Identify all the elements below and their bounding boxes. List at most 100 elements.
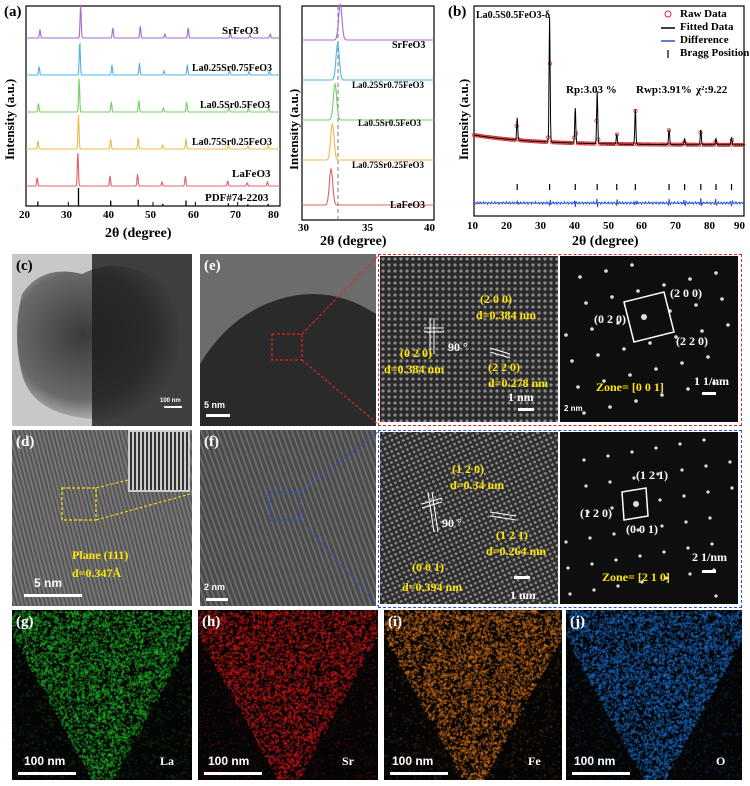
fft-spot bbox=[610, 506, 614, 510]
scale-bar bbox=[390, 772, 448, 775]
fft-spot bbox=[632, 476, 636, 480]
legend-la025: La0.25Sr0.75FeO3 bbox=[352, 80, 424, 90]
x-tick: 10 bbox=[467, 220, 478, 232]
plane-220-label: (2 2 0) bbox=[488, 360, 520, 374]
series-label: SrFeO3 bbox=[222, 25, 259, 37]
fft-spot bbox=[616, 584, 620, 588]
inset-fringe bbox=[134, 432, 136, 490]
panel-a-xrd: (a) Intensity (a.u.) 2θ (degree) 20 30 4… bbox=[0, 0, 290, 250]
fft-spot bbox=[636, 289, 640, 293]
fft-spot bbox=[604, 269, 608, 273]
fft-scale-bar bbox=[702, 392, 716, 395]
d-spacing-121: d=0.264 nm bbox=[486, 544, 547, 558]
fft-scale-label: 1 1/nm bbox=[694, 374, 730, 388]
fft-spot bbox=[726, 323, 730, 327]
panel-e-fft: (2 0 0) (0 2 0) (2 2 0) Zone= [0 0 1] 1 … bbox=[560, 256, 738, 422]
eds-map-fe bbox=[384, 610, 562, 780]
panel-i-eds-fe: (i) Fe 100 nm bbox=[384, 610, 562, 780]
fft-spot bbox=[710, 542, 714, 546]
xrd-series-line bbox=[26, 153, 280, 187]
inset-fringe bbox=[146, 432, 148, 490]
scale-label: 5 nm bbox=[34, 576, 63, 590]
legend-raw-marker bbox=[664, 10, 672, 18]
xrd-series-line bbox=[26, 42, 280, 76]
panel-label-g: (g) bbox=[16, 614, 34, 630]
legend-difference: Difference bbox=[680, 34, 729, 46]
element-label: O bbox=[716, 754, 726, 768]
tem-lattice-overview bbox=[200, 430, 376, 606]
plane-121-label: (1 2 1) bbox=[496, 528, 528, 542]
x-tick: 35 bbox=[362, 222, 373, 234]
scale-bar bbox=[204, 772, 262, 775]
legend-srfeo3: SrFeO3 bbox=[392, 40, 426, 51]
fft-spot-220: (2 2 0) bbox=[676, 334, 708, 348]
fft-spot bbox=[638, 554, 642, 558]
scale-bar bbox=[164, 406, 182, 408]
fft-spot bbox=[641, 314, 647, 320]
fft-spot bbox=[614, 558, 618, 562]
zone-axis: Zone= [2 1 0] bbox=[602, 570, 670, 584]
panel-j-eds-o: (j) O 100 nm bbox=[566, 610, 742, 780]
fft-spot bbox=[688, 572, 692, 576]
fft-spot bbox=[584, 484, 588, 488]
legend-srfeo3: SrFeO3 bbox=[222, 25, 259, 37]
element-label: La bbox=[160, 754, 175, 768]
fft-spot bbox=[730, 486, 734, 490]
legend-raw-data: Raw Data bbox=[680, 8, 727, 20]
xrd-plot-a bbox=[25, 4, 281, 207]
d-spacing-020: d=0.384 nm bbox=[384, 362, 445, 376]
fft-spot-020: (0 2 0) bbox=[594, 312, 626, 326]
fft-spot bbox=[712, 381, 716, 385]
scale-label: 100 nm bbox=[160, 398, 181, 404]
panel-b-rietveld: (b) La0.5S0.5FeO3-δ Intensity (a.u.) 2θ … bbox=[442, 0, 750, 250]
x-tick: 70 bbox=[230, 209, 241, 221]
panel-label-j: (j) bbox=[570, 614, 585, 630]
legend-la075: La0.75Sr0.25FeO3 bbox=[192, 136, 272, 148]
x-tick: 90 bbox=[734, 220, 745, 232]
fft-spot bbox=[684, 520, 688, 524]
panel-label-e: (e) bbox=[204, 258, 221, 274]
panel-label-i: (i) bbox=[388, 614, 403, 630]
scale-label: 100 nm bbox=[208, 754, 250, 768]
d-spacing: d=0.347Å bbox=[72, 566, 122, 580]
d-spacing-220: d=0.278 nm bbox=[488, 376, 549, 390]
fft-spot bbox=[564, 540, 568, 544]
panel-e-hrtem: (2 0 0) d=0.384 nm 90 ° (0 2 0) d=0.384 … bbox=[380, 256, 558, 422]
fft-scale-bar bbox=[702, 570, 716, 573]
fft-spot bbox=[700, 329, 704, 333]
panel-label-f: (f) bbox=[204, 434, 219, 450]
eds-map-o bbox=[566, 610, 742, 780]
inset-fringe bbox=[178, 432, 180, 490]
zoom-connector-blue bbox=[299, 431, 379, 607]
x-tick: 30 bbox=[61, 209, 72, 221]
panel-f-fft: (1 2 1) (1 2 0) (0 0 1) Zone= [2 1 0] 2 … bbox=[560, 432, 738, 604]
panel-label-h: (h) bbox=[202, 614, 221, 630]
legend-lafeo3: LaFeO3 bbox=[390, 200, 425, 211]
legend-markers bbox=[661, 10, 675, 58]
angle-label: 90 ° bbox=[448, 340, 468, 354]
fft-spot bbox=[606, 454, 610, 458]
fft-spot bbox=[706, 490, 710, 494]
eds-map-sr bbox=[198, 610, 378, 780]
fft-spot bbox=[728, 460, 732, 464]
fft-spot bbox=[660, 524, 664, 528]
fft-inset-scale: 2 nm bbox=[564, 404, 583, 413]
plane-200-label: (2 0 0) bbox=[480, 292, 512, 306]
x-tick: 60 bbox=[188, 209, 199, 221]
xrd-zoom-series-line bbox=[302, 167, 434, 206]
legend-la05: La0.5Sr0.5FeO3 bbox=[200, 99, 270, 111]
inset-fringe bbox=[170, 432, 172, 490]
scale-label: 100 nm bbox=[24, 754, 66, 768]
hrtem-fringes-image bbox=[12, 430, 192, 606]
plane-001-label: (0 0 1) bbox=[412, 560, 444, 574]
stat-rp: Rp:3.03 % bbox=[566, 84, 617, 96]
scale-bar bbox=[206, 414, 230, 417]
fft-spot bbox=[586, 510, 590, 514]
fft-spot bbox=[714, 271, 718, 275]
x-tick: 80 bbox=[268, 209, 279, 221]
tem-edge-image bbox=[200, 294, 376, 426]
inset-fringe bbox=[150, 432, 152, 490]
scale-bar bbox=[18, 772, 76, 775]
panel-f-hrtem: (1 2 0) d=0.34 nm 90 ° (1 2 1) d=0.264 n… bbox=[380, 432, 558, 604]
fft-spot bbox=[636, 528, 640, 532]
